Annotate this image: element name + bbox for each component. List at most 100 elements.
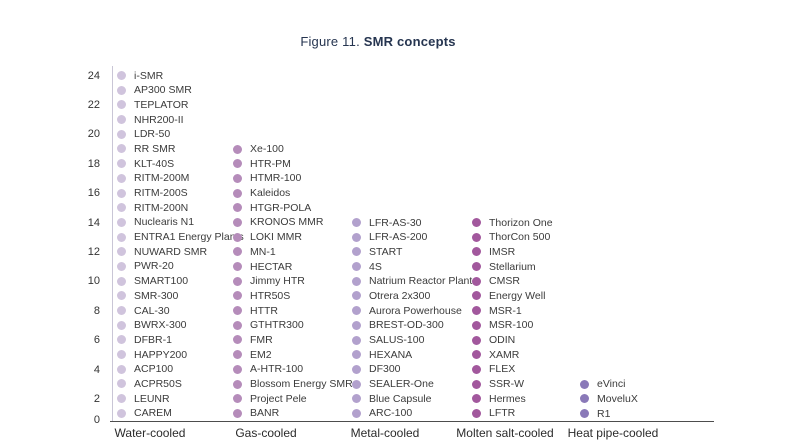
concept-dot-icon [117, 203, 126, 213]
concept-dot-icon [472, 379, 481, 389]
concept-label: Blossom Energy SMR [250, 378, 353, 391]
list-item: HAPPY200 [117, 347, 244, 362]
concept-dot-icon [233, 173, 242, 183]
concept-dot-icon [472, 408, 481, 418]
concept-label: NUWARD SMR [134, 245, 208, 258]
concept-dot-icon [352, 394, 361, 404]
concept-label: EM2 [250, 348, 272, 361]
list-item: BANR [233, 406, 353, 421]
list-item: KRONOS MMR [233, 215, 353, 230]
concept-label: RITM-200M [134, 172, 190, 185]
concept-label: Energy Well [489, 289, 546, 302]
concept-label: HECTAR [250, 260, 293, 273]
y-tick-label: 14 [87, 216, 100, 229]
list-item: HTTR [233, 303, 353, 318]
concept-label: DFBR-1 [134, 333, 172, 346]
list-item: NHR200-II [117, 112, 244, 127]
list-item: Natrium Reactor Plant [352, 274, 472, 289]
concept-dot-icon [117, 71, 126, 81]
concept-dot-icon [472, 364, 481, 374]
concept-dot-icon [117, 350, 126, 360]
concept-label: ACPR50S [134, 377, 182, 390]
list-item: KLT-40S [117, 156, 244, 171]
list-item: PWR-20 [117, 259, 244, 274]
concept-dot-icon [580, 409, 589, 419]
concept-label: Nuclearis N1 [134, 216, 195, 229]
concept-dot-icon [352, 335, 361, 345]
concept-label: LFR-AS-30 [369, 216, 422, 229]
y-tick-label: 12 [87, 245, 100, 258]
y-tick-label: 22 [87, 98, 100, 111]
list-item: FMR [233, 333, 353, 348]
list-item: 4S [352, 259, 472, 274]
concept-label: PWR-20 [134, 260, 174, 273]
category-label-molten-salt-cooled: Molten salt-cooled [456, 426, 554, 440]
y-tick-label: 8 [93, 304, 100, 317]
list-item: EM2 [233, 347, 353, 362]
concept-label: NHR200-II [134, 113, 184, 126]
concept-dot-icon [233, 379, 242, 389]
concept-label: Blue Capsule [369, 392, 432, 405]
concept-label: KRONOS MMR [250, 216, 324, 229]
category-label-heat-pipe-cooled: Heat pipe-cooled [567, 426, 659, 440]
concept-label: ARC-100 [369, 407, 413, 420]
list-item: HTGR-POLA [233, 200, 353, 215]
concept-label: Thorizon One [489, 216, 553, 229]
concept-dot-icon [233, 350, 242, 360]
concept-label: XAMR [489, 348, 520, 361]
concept-label: ODIN [489, 334, 516, 347]
list-item: ODIN [472, 333, 553, 348]
concept-dot-icon [117, 306, 126, 316]
concept-dot-icon [233, 159, 242, 169]
concept-label: Kaleidos [250, 187, 291, 200]
concept-label: HTMR-100 [250, 172, 302, 185]
list-item: HECTAR [233, 259, 353, 274]
concept-dot-icon [117, 364, 126, 374]
concept-label: RITM-200N [134, 201, 189, 214]
concept-label: KLT-40S [134, 157, 175, 170]
list-item: RITM-200N [117, 200, 244, 215]
concept-dot-icon [117, 408, 126, 418]
concept-dot-icon [117, 335, 126, 345]
list-item: AP300 SMR [117, 83, 244, 98]
concept-dot-icon [352, 291, 361, 301]
concept-label: ACP100 [134, 363, 174, 376]
list-item: Otrera 2x300 [352, 289, 472, 304]
concept-dot-icon [472, 320, 481, 330]
concept-label: CMSR [489, 275, 520, 288]
list-item: i-SMR [117, 68, 244, 83]
list-item: Blossom Energy SMR [233, 377, 353, 392]
list-item: MSR-100 [472, 318, 553, 333]
concept-label: CAREM [134, 407, 172, 420]
chart-column-molten-salt-cooled: Thorizon One ThorCon 500 IMSR Stellarium CMS… [472, 215, 553, 421]
concept-dot-icon [472, 232, 481, 242]
concept-label: HTR50S [250, 289, 291, 302]
y-tick-label: 6 [93, 334, 100, 347]
y-tick-label: 24 [87, 69, 100, 82]
chart-column-heat-pipe-cooled: eVinci MoveluX R1 [580, 377, 638, 421]
list-item: NUWARD SMR [117, 244, 244, 259]
list-item: MN-1 [233, 245, 353, 260]
concept-label: ThorCon 500 [489, 231, 551, 244]
list-item: BWRX-300 [117, 318, 244, 333]
list-item: Stellarium [472, 259, 553, 274]
y-tick-label: 2 [93, 392, 100, 405]
concept-label: IMSR [489, 245, 516, 258]
concept-dot-icon [233, 262, 242, 272]
list-item: START [352, 245, 472, 260]
list-item: FLEX [472, 362, 553, 377]
list-item: HEXANA [352, 347, 472, 362]
concept-dot-icon [580, 394, 589, 404]
concept-label: LFR-AS-200 [369, 231, 428, 244]
concept-label: MSR-100 [489, 319, 534, 332]
x-axis-baseline [110, 421, 714, 422]
y-tick-label: 4 [93, 363, 100, 376]
concept-dot-icon [352, 350, 361, 360]
concept-label: A-HTR-100 [250, 363, 304, 376]
list-item: CAREM [117, 406, 244, 421]
concept-dot-icon [352, 364, 361, 374]
list-item: SSR-W [472, 377, 553, 392]
concept-dot-icon [233, 144, 242, 154]
y-tick-label: 10 [87, 275, 100, 288]
